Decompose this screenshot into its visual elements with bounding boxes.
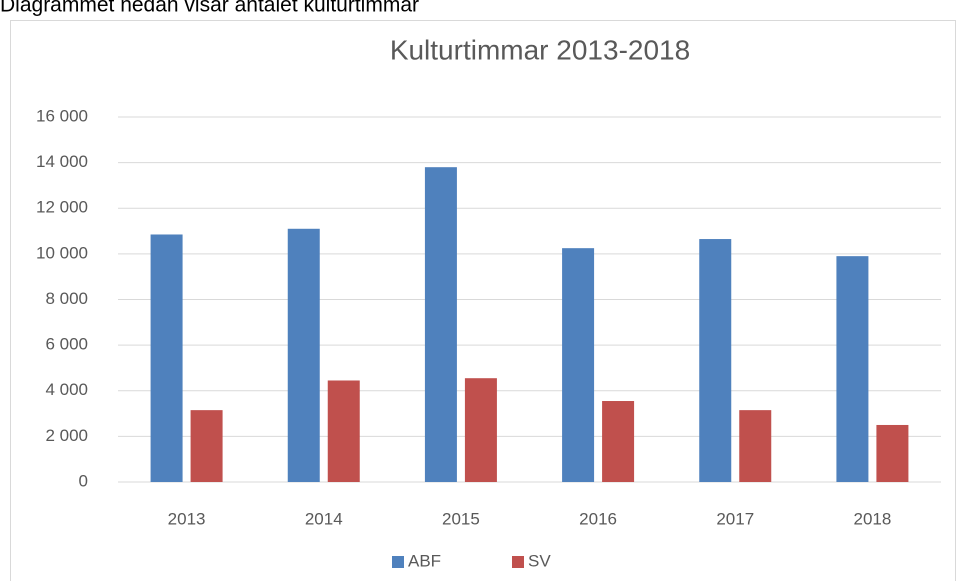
bar: [562, 248, 595, 482]
bar: [190, 410, 223, 482]
caption: Diagrammet nedan visar antalet kulturtim…: [0, 0, 419, 17]
x-tick-label: 2018: [854, 509, 892, 528]
legend-swatch: [392, 556, 404, 568]
legend-swatch: [512, 556, 524, 568]
y-tick-label: 2 000: [45, 426, 88, 445]
bar: [699, 239, 732, 482]
chart-title: Kulturtimmar 2013-2018: [390, 34, 690, 65]
y-tick-label: 16 000: [36, 106, 88, 125]
x-tick-label: 2013: [168, 509, 206, 528]
y-tick-label: 12 000: [36, 198, 88, 217]
y-tick-label: 10 000: [36, 243, 88, 262]
y-tick-label: 8 000: [45, 289, 88, 308]
y-tick-label: 4 000: [45, 380, 88, 399]
legend-label: SV: [528, 551, 551, 570]
bar: [739, 410, 772, 482]
y-tick-label: 6 000: [45, 335, 88, 354]
bar: [287, 228, 320, 482]
bar: [424, 167, 457, 482]
y-tick-label: 0: [79, 471, 88, 490]
x-tick-label: 2017: [716, 509, 754, 528]
x-tick-label: 2015: [442, 509, 480, 528]
y-tick-label: 14 000: [36, 152, 88, 171]
bar: [327, 380, 360, 482]
bar: [602, 401, 635, 482]
x-tick-label: 2014: [305, 509, 343, 528]
bar: [836, 256, 869, 482]
bar: [876, 424, 909, 482]
bar: [150, 234, 183, 482]
x-tick-label: 2016: [579, 509, 617, 528]
legend-label: ABF: [408, 551, 441, 570]
bar: [464, 378, 497, 482]
